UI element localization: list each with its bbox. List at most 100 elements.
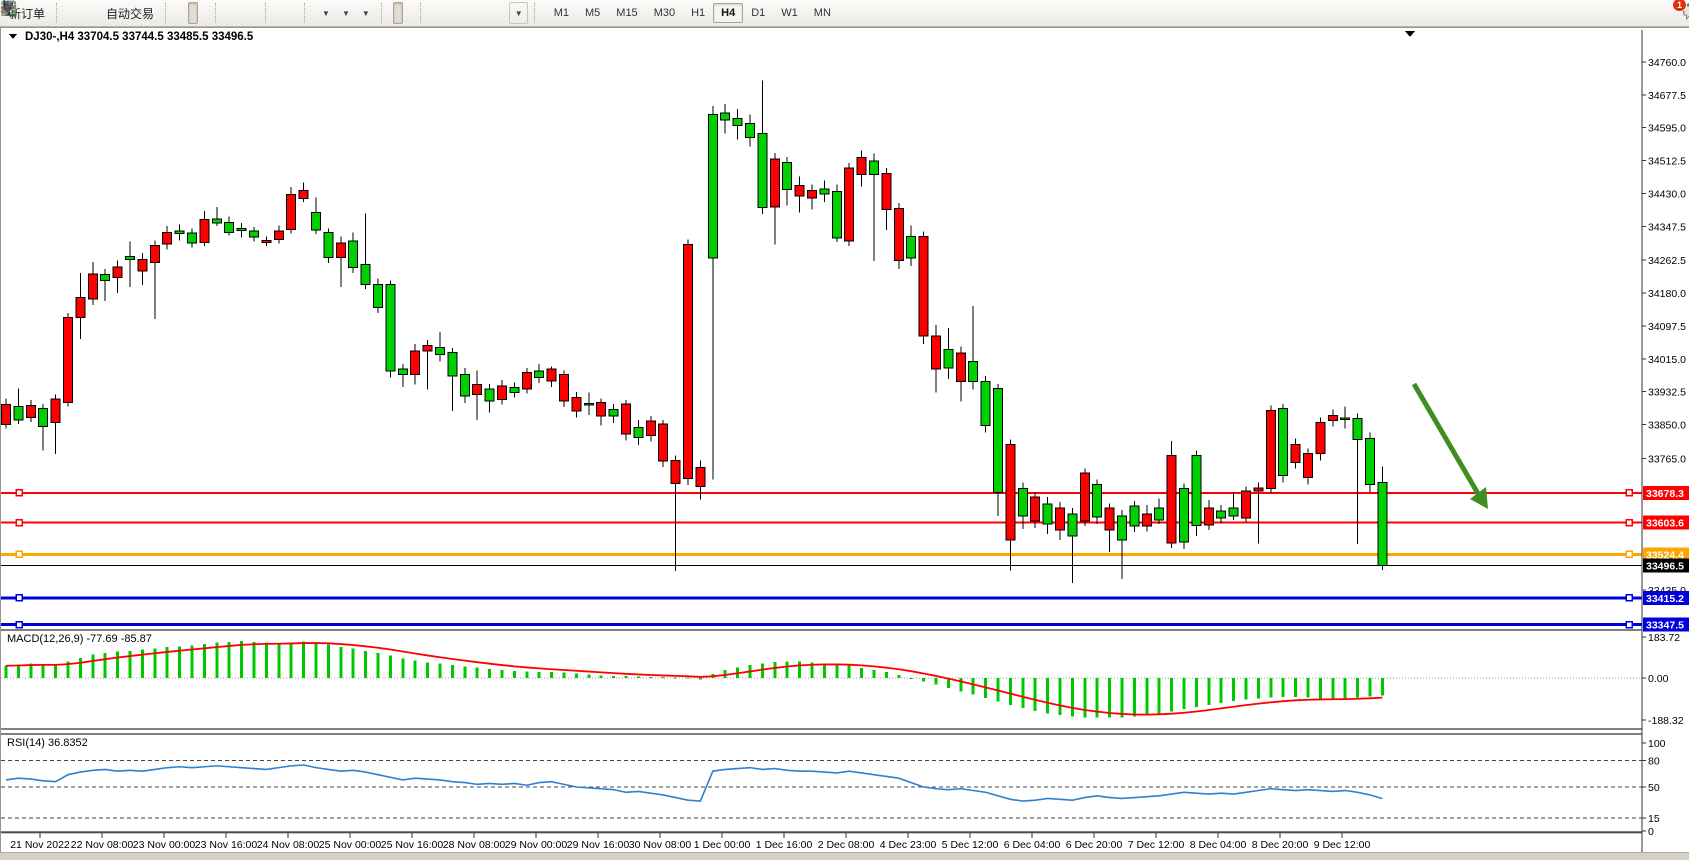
macd-bar — [215, 642, 219, 678]
text-tool-button[interactable]: A — [2, 1, 497, 24]
candle-body — [435, 347, 445, 355]
new-order-label: 新订单 — [9, 6, 46, 21]
scroll-marker-icon[interactable] — [1405, 31, 1415, 37]
horizontal-line-tool-button[interactable] — [1, 2, 453, 24]
zoom-out-button[interactable] — [2, 1, 248, 24]
candle-body — [1042, 503, 1053, 525]
annotation-arrow[interactable] — [1411, 382, 1483, 499]
macd-bar — [798, 661, 802, 678]
indicators-button[interactable]: ▼ — [1, 2, 335, 24]
timeframe-button-D1[interactable]: D1 — [751, 7, 766, 19]
timeframe-button-W1[interactable]: W1 — [781, 7, 798, 19]
candle-body — [50, 398, 61, 424]
price-badge — [1643, 547, 1689, 562]
timeframe-button-M30[interactable]: M30 — [653, 7, 676, 19]
separator — [56, 3, 64, 23]
candlestick-chart-button[interactable] — [2, 2, 199, 24]
status-bar — [0, 852, 1689, 860]
macd-bar — [1132, 678, 1136, 717]
macd-bar — [116, 651, 120, 678]
timeframe-button-H1[interactable]: H1 — [691, 7, 706, 19]
time-tick-label: 23 Nov 16:00 — [195, 839, 258, 851]
candle-body — [459, 373, 470, 397]
line-handle[interactable] — [1625, 489, 1633, 497]
candle-body — [658, 423, 669, 462]
macd-signal-line — [5, 642, 1383, 716]
main-toolbar: 新订单 自动交易 ▼ ▼ — [0, 0, 1689, 27]
chevron-down-icon: ▼ — [341, 8, 350, 18]
price-axis: 34760.0 34677.5 34595.0 34512.5 34430.0 34347… — [1642, 57, 1689, 838]
channel-tool-button[interactable]: E — [0, 1, 475, 24]
candle-body — [559, 373, 569, 402]
time-tick-label: 29 Nov 16:00 — [567, 839, 630, 851]
line-handle[interactable] — [1625, 550, 1633, 559]
signals-button[interactable] — [1, 2, 100, 24]
candle-body — [162, 232, 173, 245]
timeframe-button-M15[interactable]: M15 — [616, 7, 638, 19]
macd-bar — [1343, 678, 1347, 699]
periods-button[interactable]: ▼ — [1, 1, 355, 24]
macd-bar — [1058, 678, 1062, 716]
candle-body — [769, 158, 780, 208]
line-handle[interactable] — [1625, 518, 1633, 527]
macd-bar — [773, 661, 777, 678]
timeframe-button-MN[interactable]: MN — [813, 7, 831, 19]
price-badge — [1643, 617, 1689, 632]
rsi-scale-label: 80 — [1648, 756, 1660, 768]
zoom-in-button[interactable] — [2, 1, 237, 24]
time-tick-label: 28 Nov 08:00 — [443, 839, 506, 851]
line-handle[interactable] — [1625, 594, 1633, 602]
line-handle[interactable] — [15, 620, 23, 629]
candle-body — [546, 368, 557, 382]
cursor-tool-button[interactable] — [3, 0, 403, 24]
autotrade-button[interactable]: 自动交易 — [0, 2, 159, 24]
candles — [1, 80, 1388, 584]
candle-body — [137, 259, 148, 272]
timeframe-button-H4[interactable]: H4 — [713, 3, 744, 23]
chart-shift-button[interactable] — [2, 2, 298, 24]
arrows-tool-button[interactable]: ▼ — [2, 2, 528, 24]
trendline-tool-button[interactable] — [1, 1, 464, 24]
market-watch-button[interactable] — [1, 2, 78, 24]
macd-bar — [1269, 678, 1273, 698]
timeframe-button-M5[interactable]: M5 — [585, 7, 601, 19]
chart-canvas[interactable]: 34760.0 34677.5 34595.0 34512.5 34430.0 34347… — [1, 28, 1689, 854]
line-handle[interactable] — [15, 518, 23, 527]
macd-bar — [178, 646, 182, 678]
line-chart-button[interactable] — [1, 2, 209, 24]
templates-button[interactable]: ▼ — [1, 2, 375, 24]
macd-bar — [376, 653, 380, 678]
candle-body — [38, 408, 49, 428]
price-badge-label: 33496.5 — [1646, 560, 1684, 572]
web-terminal-button[interactable] — [1, 2, 89, 24]
auto-scroll-button[interactable] — [2, 2, 287, 24]
time-tick-label: 30 Nov 08:00 — [629, 839, 692, 851]
candle-body — [348, 240, 359, 269]
timeframe-button-M1[interactable]: M1 — [553, 7, 569, 19]
line-handle[interactable] — [15, 550, 23, 559]
time-tick-label: 6 Dec 20:00 — [1066, 839, 1123, 851]
macd-bar — [872, 669, 876, 678]
bar-chart-button[interactable] — [1, 2, 187, 24]
price-badge — [1643, 515, 1689, 530]
macd-bar — [314, 642, 318, 678]
vertical-line-tool-button[interactable] — [6, 1, 442, 24]
fibonacci-tool-button[interactable]: F — [1, 2, 486, 24]
macd-bar — [438, 663, 442, 678]
candle-body — [335, 242, 346, 259]
line-handle[interactable] — [15, 489, 23, 497]
candle-body — [1141, 513, 1152, 527]
macd-bar — [636, 676, 640, 678]
line-handle[interactable] — [15, 594, 23, 602]
tile-windows-button[interactable] — [1, 1, 259, 24]
macd-bar — [822, 663, 826, 678]
macd-bar — [413, 660, 417, 678]
symbol-dropdown-icon[interactable] — [9, 34, 17, 39]
crosshair-tool-button[interactable] — [1, 1, 414, 24]
candle-body — [819, 188, 830, 195]
text-label-tool-button[interactable]: T — [1, 1, 508, 24]
candle-body — [224, 222, 235, 234]
candle-body — [745, 122, 755, 139]
line-handle[interactable] — [1625, 620, 1633, 629]
candle-body — [1228, 507, 1239, 517]
